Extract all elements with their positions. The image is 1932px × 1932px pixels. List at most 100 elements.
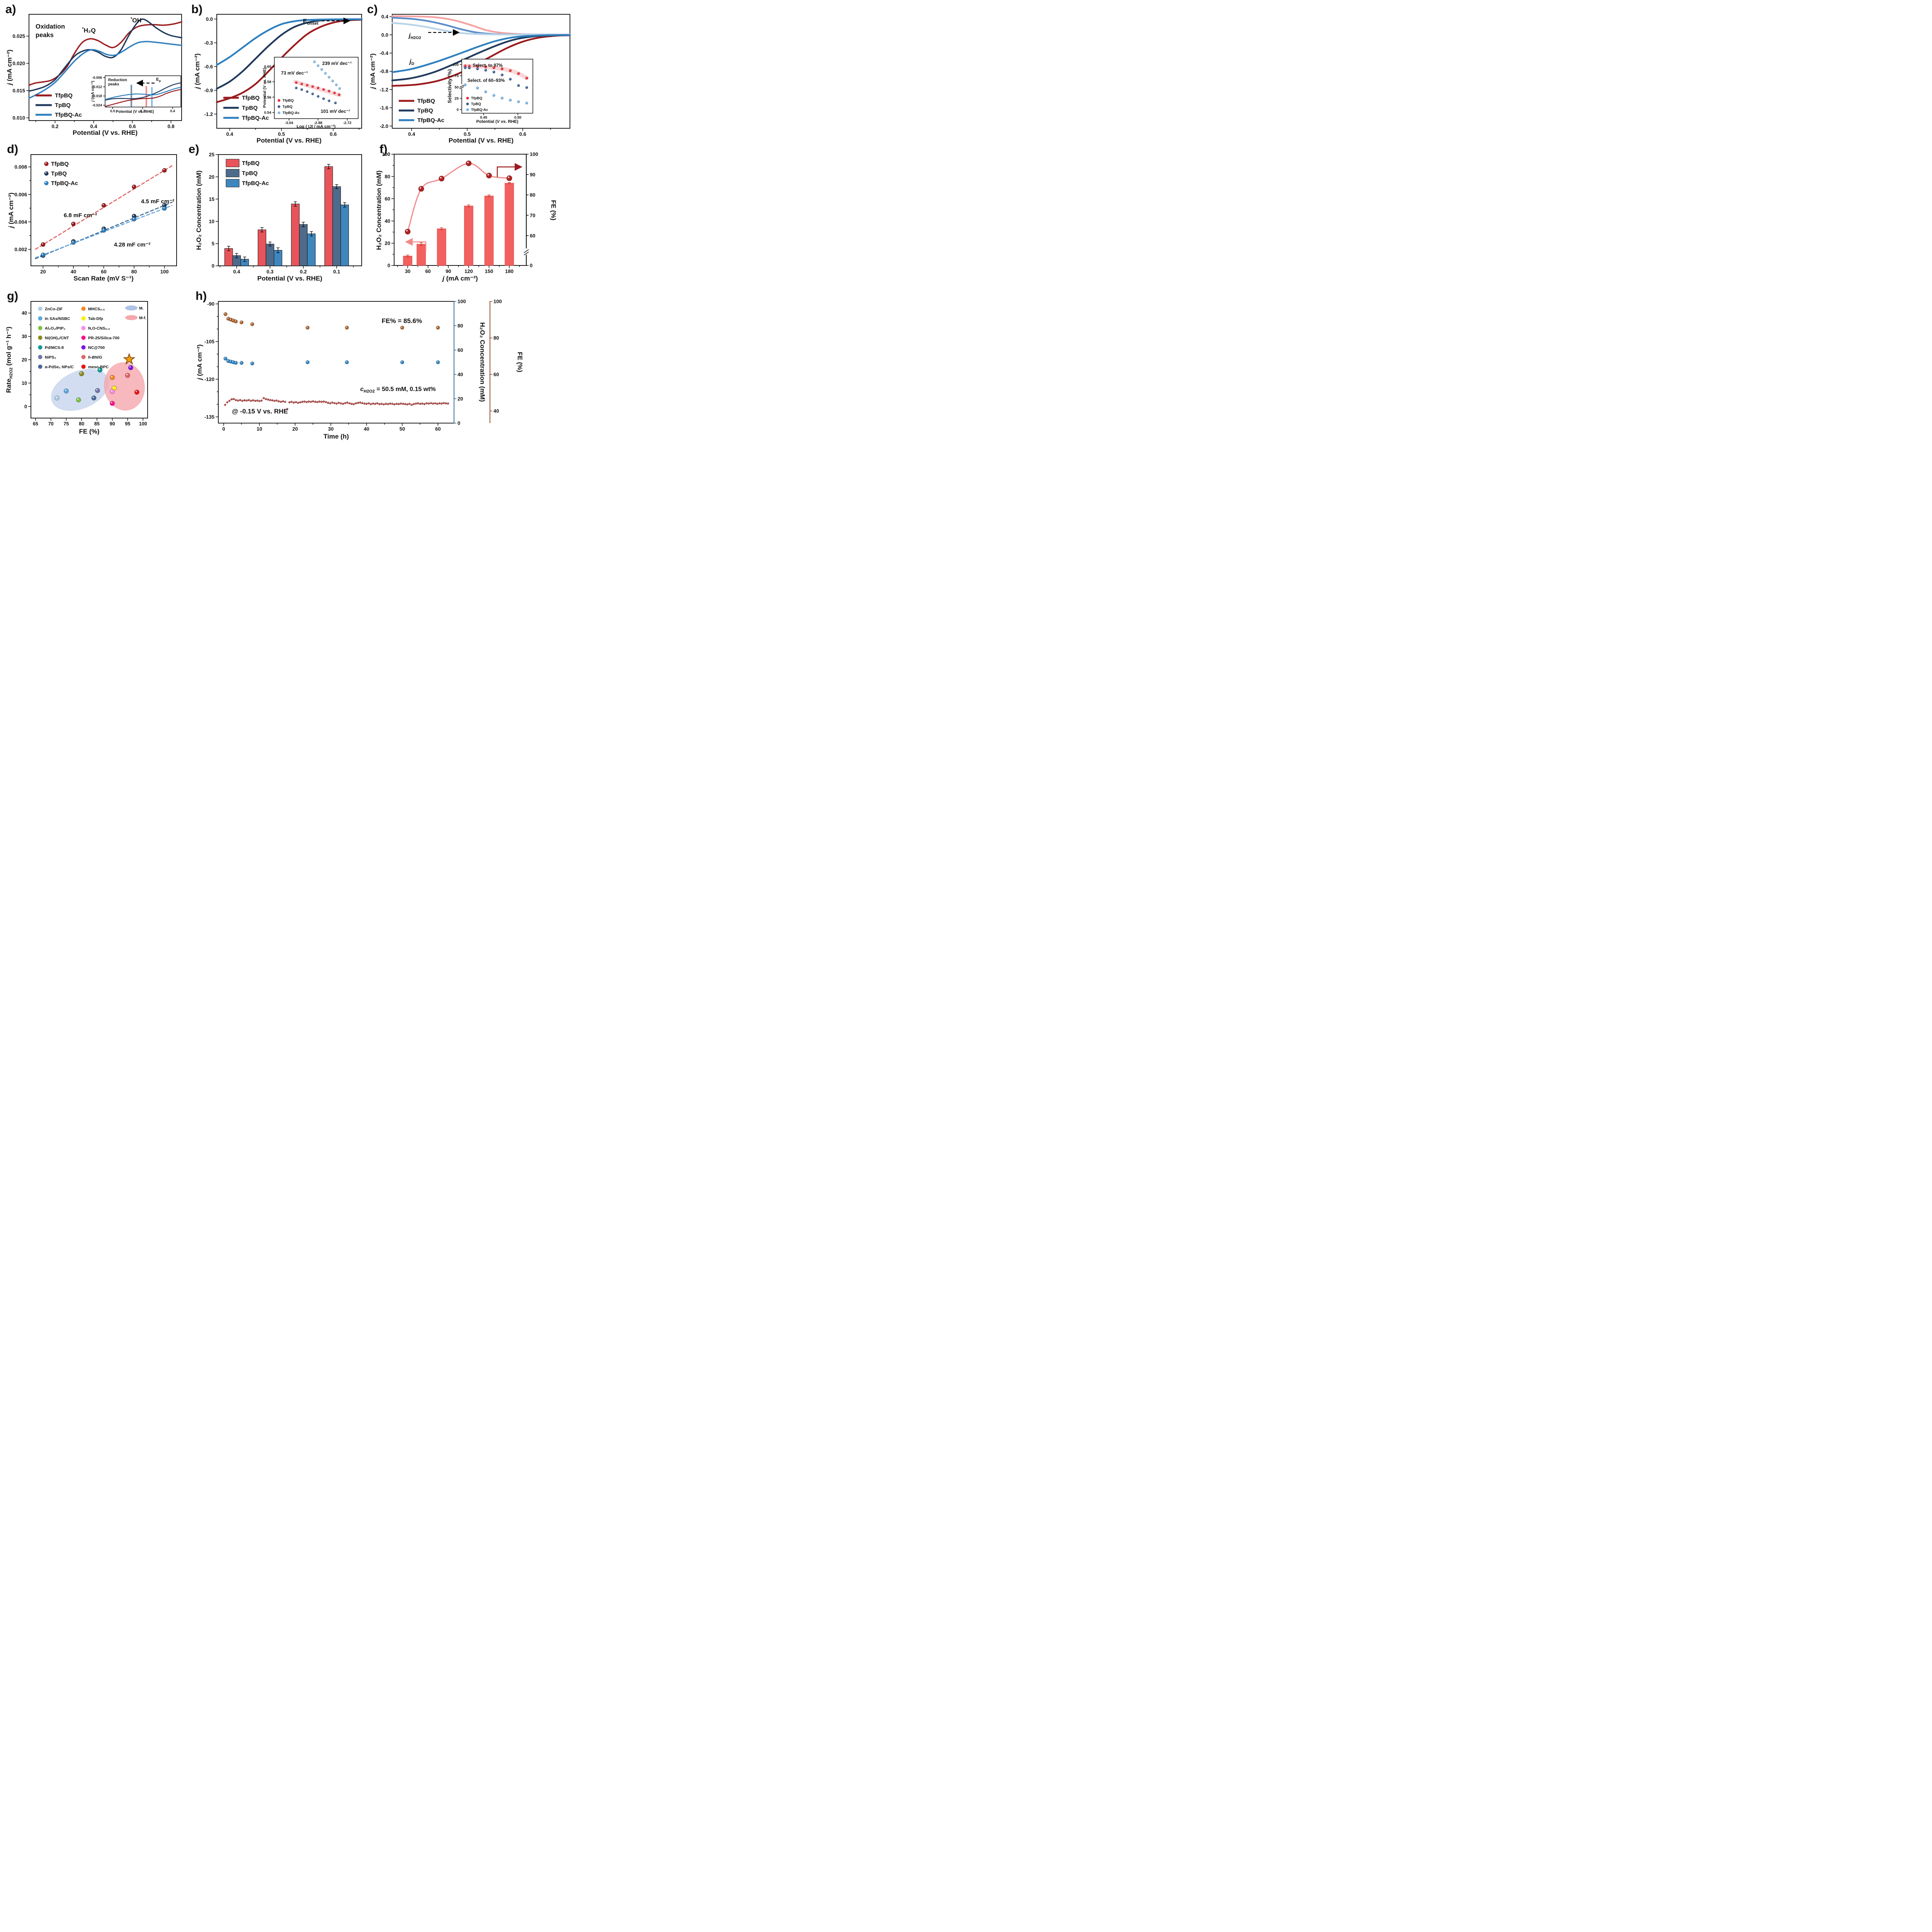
point-highlight: [332, 80, 333, 81]
legend-label: TpBQ: [242, 105, 258, 111]
x-tick-label: 0.3: [267, 269, 274, 274]
point-highlight: [301, 88, 302, 90]
point-TfpBQ-Ac: [492, 94, 495, 97]
legend-swatch: [226, 169, 240, 177]
point-TpBQ: [525, 86, 528, 89]
y-tick-label: 80: [385, 173, 390, 179]
legend-g: ZnCo-ZIF In SAs/NSBC Al₂O₃/PtP₂ Ni(OH)₂/…: [38, 305, 146, 369]
point-highlight: [312, 85, 313, 87]
point-highlight: [224, 313, 226, 314]
plot-frame: [29, 14, 182, 121]
legend-label: TfpBQ: [242, 95, 260, 101]
legend-dot: [38, 345, 43, 350]
point-j-stability: [434, 402, 436, 405]
point-j-stability: [380, 403, 383, 405]
secondary-tick-label: 80: [530, 192, 535, 198]
metal-free-catalysts-region: [104, 362, 145, 411]
x-tick-label: 50: [400, 426, 405, 432]
y-tick-label: 20: [209, 174, 214, 180]
point-highlight: [467, 162, 469, 163]
point-FE: [345, 325, 349, 330]
point-highlight: [248, 399, 249, 400]
x-tick-label: 60: [435, 426, 440, 432]
series-line-FE-curve: [407, 163, 510, 232]
point-a-PdSe2 NPs/C: [91, 395, 97, 401]
x-tick-label: 0.4: [170, 109, 175, 113]
point-j-stability: [299, 401, 301, 403]
inset-x-axis-title: Log ( |J| / mA cm⁻²): [297, 124, 336, 129]
point-j-stability: [447, 402, 449, 405]
point-highlight: [72, 223, 73, 224]
point-highlight: [230, 361, 231, 362]
point-j-stability: [294, 401, 297, 403]
point-TpBQ: [500, 73, 504, 77]
plot-frame: [216, 14, 362, 129]
x-tick-label: 100: [160, 269, 169, 274]
legend-label: TfpBQ: [242, 160, 260, 167]
legend-dot: [466, 102, 469, 105]
fe-concentration-plot: 30 60 90 120 150 180 0 20 40 60 80 100 100 90 80 70 60 0: [382, 151, 538, 274]
point-highlight: [501, 97, 502, 98]
point-j-stability: [254, 400, 257, 402]
secondary-tick-label: 40: [493, 408, 499, 414]
secondary-tick-label: 0: [530, 263, 532, 269]
y-tick-label: 0.010: [12, 115, 25, 121]
legend-dot: [38, 326, 43, 330]
legend-b-inset: TfpBQ TpBQ TfpBQ-Ac: [277, 99, 299, 115]
y-tick-label: 20: [22, 357, 27, 363]
secondary-tick-label: 60: [530, 233, 535, 238]
point-j-stability: [316, 401, 318, 403]
legend-b: TfpBQ TpBQ TfpBQ-Ac: [223, 95, 269, 121]
point-j-stability: [372, 402, 374, 405]
x-tick-label: 150: [485, 268, 493, 274]
point-highlight: [246, 400, 247, 401]
legend-label: MHCS₀.₅: [88, 307, 105, 311]
point-TpBQ: [509, 78, 512, 81]
point-highlight: [224, 357, 226, 359]
legend-dot: [277, 99, 281, 102]
point-j-stability: [267, 398, 269, 401]
point-TpBQ: [334, 101, 337, 104]
selectivity-97-annotation: Select. to 97%: [473, 63, 502, 68]
point-highlight: [476, 87, 478, 88]
benchmark-scatter: 65 70 75 80 85 90 95 100 0 10 20 30 40: [22, 301, 148, 427]
point-highlight: [385, 403, 386, 404]
concentration-annotation: cH2O2 = 50.5 mM, 0.15 wt%: [360, 386, 436, 394]
panel-d: 20 40 60 80 100 0.002 0.004 0.006 0.008 TfpBQ Tp…: [7, 154, 177, 282]
y-tick-label: -0.6: [204, 64, 213, 70]
inset-x-axis-title: Potential (V vs. RHE): [476, 119, 519, 124]
y-tick-label: 0: [212, 263, 214, 269]
bar-TpBQ: [332, 186, 341, 266]
point-j-stability: [395, 403, 398, 405]
point-highlight: [381, 403, 382, 404]
secondary-tick-label: 40: [457, 372, 463, 378]
bar-TpBQ: [265, 244, 274, 266]
point-highlight: [133, 185, 134, 187]
y-tick-label: 0.015: [12, 88, 25, 94]
point-TfpBQ: [71, 221, 76, 226]
y-tick-label: 0.004: [14, 219, 27, 225]
point-j-stability: [224, 403, 226, 406]
point-highlight: [420, 187, 422, 189]
point-highlight: [485, 69, 486, 70]
point-highlight: [447, 403, 448, 404]
point-TfpBQ-Ac: [338, 87, 341, 90]
point-TfpBQ: [162, 168, 167, 173]
axis-break: [524, 249, 529, 253]
legend-label: TpBQ: [417, 107, 433, 114]
h2q-peak-annotation: *H₂Q: [82, 27, 95, 34]
reduction-peaks-annotation: Reduction: [108, 78, 127, 82]
point-FE: [250, 322, 254, 327]
legend-e: TfpBQ TpBQ TfpBQ-Ac: [226, 159, 269, 187]
point-H2O2-concentration: [250, 361, 254, 366]
point-j-stability: [260, 399, 263, 402]
y-tick-label: 0.56: [264, 95, 272, 100]
point-highlight: [383, 403, 384, 405]
y-tick-label: -0.006: [92, 76, 102, 80]
point-TfpBQ-Ac: [162, 206, 167, 211]
bar-TfpBQ: [324, 166, 333, 266]
y-tick-label: 15: [209, 196, 214, 202]
legend-label: TpBQ: [282, 105, 293, 109]
legend-label: Tab-Dfp: [88, 316, 103, 321]
legend-dot-highlight: [45, 162, 47, 164]
